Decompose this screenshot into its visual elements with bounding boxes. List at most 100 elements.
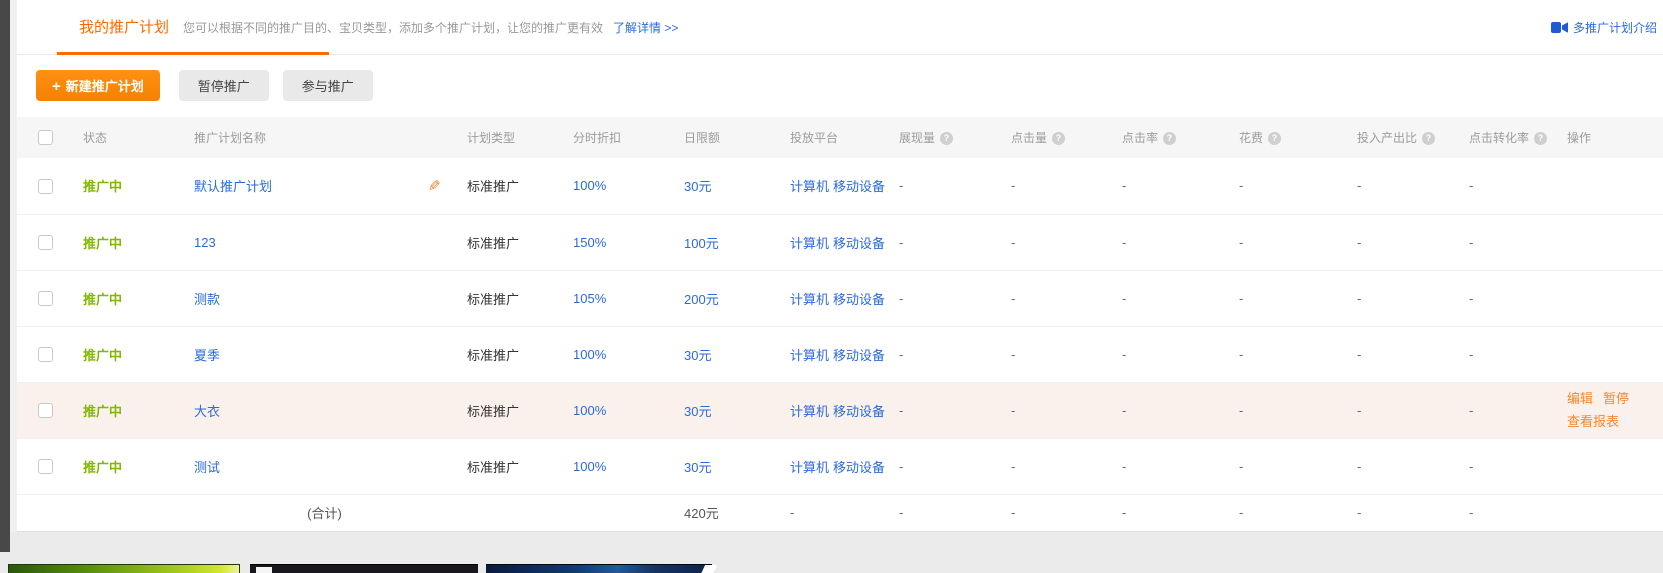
platform-pc-link[interactable]: 计算机 (790, 179, 830, 195)
ctr-value: - (1122, 290, 1127, 306)
help-icon[interactable]: ? (1052, 132, 1066, 145)
campaign-name-link[interactable]: 大衣 (194, 403, 221, 419)
total-clicks: - (1011, 505, 1016, 520)
platform-pc-link[interactable]: 计算机 (790, 291, 830, 307)
actions-cell: 编辑 暂停查看报表 (1563, 382, 1663, 438)
plan-type: 标准推广 (467, 179, 520, 195)
platform-pc-link[interactable]: 计算机 (790, 403, 830, 419)
table-row: 推广中 夏季 标准推广 100% 30元 计算机 移动设备 - - - - - - (17, 326, 1663, 382)
ctr-value: - (1122, 234, 1127, 250)
row-checkbox[interactable] (38, 235, 53, 251)
plans-table: 状态 推广计划名称 计划类型 分时折扣 日限额 投放平台 展现量? 点击量? 点… (17, 117, 1663, 532)
row-checkbox[interactable] (38, 403, 53, 419)
help-icon[interactable]: ? (1422, 132, 1436, 145)
impressions-value: - (899, 290, 904, 306)
impressions-value: - (899, 402, 904, 418)
platform-pc-link[interactable]: 计算机 (790, 235, 830, 251)
cvr-value: - (1469, 346, 1474, 362)
status-badge: 推广中 (83, 403, 123, 419)
ctr-value: - (1122, 402, 1127, 418)
discount-link[interactable]: 150% (573, 234, 607, 250)
plus-icon: + (52, 78, 61, 95)
row-checkbox[interactable] (38, 291, 53, 307)
total-cvr: - (1469, 505, 1474, 520)
total-daily-limit: 420元 (684, 506, 719, 521)
header-name: 推广计划名称 (190, 117, 455, 158)
pause-promotion-button[interactable]: 暂停推广 (178, 70, 269, 101)
toolbar: + 新建推广计划 暂停推广 参与推广 (36, 70, 1663, 101)
daily-limit-link[interactable]: 30元 (684, 179, 712, 195)
discount-link[interactable]: 100% (573, 346, 607, 362)
plan-type: 标准推广 (467, 459, 520, 475)
actions-cell (1563, 326, 1663, 382)
roi-value: - (1357, 178, 1362, 194)
total-roi: - (1357, 505, 1362, 520)
platform-pc-link[interactable]: 计算机 (790, 459, 830, 475)
cvr-value: - (1469, 178, 1474, 194)
campaign-name-link[interactable]: 夏季 (194, 347, 221, 363)
help-icon[interactable]: ? (1534, 132, 1548, 145)
roi-value: - (1357, 290, 1362, 306)
clicks-value: - (1011, 402, 1016, 418)
tab-my-promotion-plans[interactable]: 我的推广计划 (57, 0, 329, 55)
bottom-thumbnail-green[interactable] (8, 564, 240, 573)
cvr-value: - (1469, 234, 1474, 250)
plan-type: 标准推广 (467, 403, 520, 419)
status-badge: 推广中 (83, 291, 123, 307)
tab-label: 我的推广计划 (79, 18, 170, 36)
help-icon[interactable]: ? (1268, 132, 1282, 145)
daily-limit-link[interactable]: 30元 (684, 459, 712, 475)
row-checkbox[interactable] (38, 347, 53, 363)
row-checkbox[interactable] (38, 178, 53, 194)
discount-link[interactable]: 100% (573, 178, 607, 194)
view-report-action-link[interactable]: 查看报表 (1567, 414, 1620, 429)
daily-limit-link[interactable]: 200元 (684, 291, 719, 307)
help-icon[interactable]: ? (940, 132, 954, 145)
bottom-thumbnail-dark[interactable] (250, 564, 478, 573)
cvr-value: - (1469, 402, 1474, 418)
platform-mobile-link[interactable]: 移动设备 (833, 235, 886, 251)
campaign-name-link[interactable]: 123 (194, 234, 216, 250)
daily-limit-link[interactable]: 30元 (684, 347, 712, 363)
ctr-value: - (1122, 458, 1127, 474)
campaign-name-link[interactable]: 测款 (194, 291, 221, 307)
help-icon[interactable]: ? (1163, 132, 1177, 145)
platform-mobile-link[interactable]: 移动设备 (833, 347, 886, 363)
bottom-thumbnail-blue[interactable] (486, 564, 718, 573)
pause-action-link[interactable]: 暂停 (1603, 391, 1630, 406)
edit-pencil-icon[interactable]: ✎ (428, 177, 441, 195)
table-row: 推广中 测试 标准推广 100% 30元 计算机 移动设备 - - - - - - (17, 438, 1663, 494)
header-platform: 投放平台 (786, 117, 895, 158)
header-ctr: 点击率? (1118, 117, 1235, 158)
panel-header: 我的推广计划 您可以根据不同的推广目的、宝贝类型，添加多个推广计划，让您的推广更… (17, 0, 1663, 55)
platform-mobile-link[interactable]: 移动设备 (833, 403, 886, 419)
actions-cell (1563, 438, 1663, 494)
description-text: 您可以根据不同的推广目的、宝贝类型，添加多个推广计划，让您的推广更有效 (183, 21, 604, 35)
clicks-value: - (1011, 346, 1016, 362)
platform-mobile-link[interactable]: 移动设备 (833, 459, 886, 475)
discount-link[interactable]: 100% (573, 458, 607, 474)
join-promotion-button[interactable]: 参与推广 (282, 70, 373, 101)
campaign-name-link[interactable]: 测试 (194, 459, 221, 475)
roi-value: - (1357, 346, 1362, 362)
row-checkbox[interactable] (38, 459, 53, 475)
actions-cell (1563, 158, 1663, 214)
multi-plan-intro-link[interactable]: 多推广计划介绍 (1550, 0, 1657, 55)
table-row-hovered: 推广中 大衣 标准推广 100% 30元 计算机 移动设备 - - - - - -… (17, 382, 1663, 438)
select-all-checkbox[interactable] (38, 130, 53, 146)
new-plan-button[interactable]: + 新建推广计划 (36, 70, 160, 101)
edit-action-link[interactable]: 编辑 (1567, 391, 1594, 406)
learn-more-link[interactable]: 了解详情 >> (613, 21, 679, 35)
platform-mobile-link[interactable]: 移动设备 (833, 291, 886, 307)
platform-mobile-link[interactable]: 移动设备 (833, 179, 886, 195)
discount-link[interactable]: 105% (573, 290, 607, 306)
cost-value: - (1239, 234, 1244, 250)
daily-limit-link[interactable]: 100元 (684, 235, 719, 251)
campaign-name-link[interactable]: 默认推广计划 (194, 179, 273, 195)
actions-cell (1563, 270, 1663, 326)
daily-limit-link[interactable]: 30元 (684, 403, 712, 419)
platform-pc-link[interactable]: 计算机 (790, 347, 830, 363)
plan-type: 标准推广 (467, 291, 520, 307)
total-row: (合计) 420元 - - - - - - - (17, 494, 1663, 531)
discount-link[interactable]: 100% (573, 402, 607, 418)
